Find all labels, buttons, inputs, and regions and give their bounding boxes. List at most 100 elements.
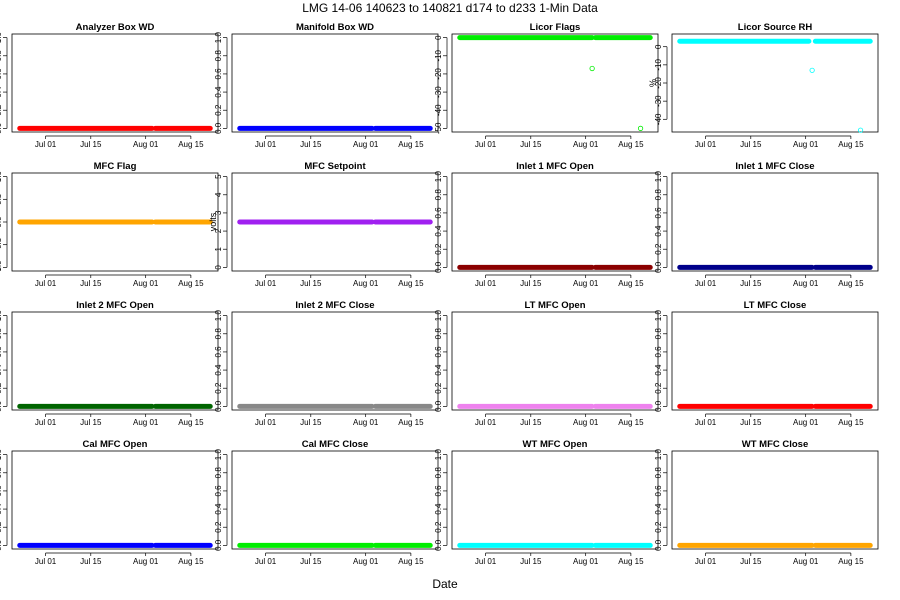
y-tick-label: 0.8 — [0, 467, 3, 479]
panel: LT MFC Open 0.0 0.2 0.4 0.6 0.8 1.0 Jul 01 Jul 1… — [434, 300, 659, 427]
x-tick-label: Jul 01 — [35, 140, 57, 149]
y-tick-label: 0.0 — [0, 216, 3, 228]
x-tick-label: Aug 15 — [618, 279, 644, 288]
x-tick-label: Jul 15 — [300, 140, 322, 149]
plot-frame — [231, 450, 439, 550]
panels: Analyzer Box WD 0.0 0.2 0.4 0.6 0.8 1.0 Jul 01 J… — [0, 22, 879, 566]
x-tick-label: Aug 01 — [573, 418, 599, 427]
panel-title: MFC Setpoint — [304, 161, 366, 172]
y-tick-label: 0.6 — [214, 68, 223, 80]
x-tick-label: Jul 01 — [255, 140, 277, 149]
panel: Inlet 2 MFC Open 0.0 0.2 0.4 0.6 0.8 1.0 Jul 01… — [0, 300, 219, 427]
y-tick-label: 1 — [214, 246, 223, 251]
panel-title: Cal MFC Open — [83, 439, 148, 450]
y-tick-label: 0 — [434, 35, 443, 40]
y-tick-label: 0.6 — [434, 346, 443, 358]
y-tick-label: 0.0 — [214, 539, 223, 551]
plot-frame — [451, 172, 659, 272]
x-tick-label: Jul 01 — [475, 140, 497, 149]
y-tick-label: 0.0 — [654, 261, 663, 273]
x-tick-label: Aug 15 — [178, 140, 204, 149]
y-tick-label: 0.2 — [654, 521, 663, 533]
panel: Inlet 1 MFC Close 0.0 0.2 0.4 0.6 0.8 1.0 Jul 0… — [654, 161, 879, 288]
x-tick-label: Aug 01 — [353, 279, 379, 288]
panel: Cal MFC Open 0.0 0.2 0.4 0.6 0.8 1.0 Jul 01 Jul … — [0, 439, 219, 566]
data-point — [809, 67, 815, 73]
y-tick-label: 0.0 — [434, 539, 443, 551]
panel-title: Manifold Box WD — [296, 22, 374, 33]
y-tick-label: 0.0 — [214, 122, 223, 134]
plot-frame — [231, 33, 439, 133]
y-tick-label: 0.0 — [654, 400, 663, 412]
x-tick-label: Aug 01 — [573, 279, 599, 288]
panel: LT MFC Close 0.0 0.2 0.4 0.6 0.8 1.0 Jul 01 Jul … — [654, 300, 879, 427]
panel-title: Inlet 1 MFC Open — [516, 161, 594, 172]
x-tick-label: Aug 15 — [178, 418, 204, 427]
y-tick-label: 1.0 — [214, 32, 223, 44]
y-tick-label: 4 — [214, 192, 223, 197]
x-tick-label: Jul 15 — [300, 557, 322, 566]
plot-frame — [451, 311, 659, 411]
y-tick-label: 0.8 — [434, 328, 443, 340]
panel-title: LT MFC Close — [744, 300, 807, 311]
x-tick-label: Aug 01 — [353, 418, 379, 427]
x-tick-label: Aug 15 — [838, 418, 864, 427]
panel: MFC Setpoint 0 1 2 3 4 5 volts Jul 01 Jul 15 Aug 0… — [208, 161, 439, 288]
x-tick-label: Jul 01 — [695, 279, 717, 288]
x-tick-label: Aug 01 — [573, 140, 599, 149]
x-tick-label: Aug 15 — [398, 140, 424, 149]
y-tick-label: 2 — [214, 228, 223, 233]
y-tick-label: 0.0 — [434, 400, 443, 412]
x-tick-label: Aug 01 — [793, 418, 819, 427]
y-tick-label: 0.0 — [654, 539, 663, 551]
y-tick-label: -20 — [654, 77, 663, 89]
plot-frame — [11, 172, 219, 272]
x-tick-label: Aug 01 — [573, 557, 599, 566]
x-tick-label: Jul 15 — [80, 557, 102, 566]
y-tick-label: 1.0 — [0, 310, 3, 322]
y-tick-label: 1.0 — [654, 310, 663, 322]
data-point — [589, 65, 595, 72]
x-tick-label: Jul 01 — [475, 557, 497, 566]
plot-frame — [671, 450, 879, 550]
y-tick-label: 1.0 — [214, 310, 223, 322]
y-tick-label: -1.0 — [0, 260, 3, 274]
panel-title: Inlet 2 MFC Open — [76, 300, 154, 311]
panel-title: Licor Flags — [530, 22, 581, 33]
panel-title: LT MFC Open — [524, 300, 585, 311]
y-tick-label: 0.0 — [434, 261, 443, 273]
x-tick-label: Aug 15 — [398, 418, 424, 427]
plot-frame — [11, 450, 219, 550]
panel: Inlet 1 MFC Open 0.0 0.2 0.4 0.6 0.8 1.0 Jul 01… — [434, 161, 659, 288]
y-tick-label: 0.8 — [654, 467, 663, 479]
y-tick-label: 0.5 — [0, 193, 3, 205]
y-tick-label: 0.2 — [434, 382, 443, 394]
y-tick-label: 0.8 — [434, 467, 443, 479]
panel: MFC Flag 1.0 0.5 0.0 -0.5 -1.0 Jul 01 Jul 15 Aug… — [0, 161, 219, 288]
panel: Cal MFC Close 0.0 0.2 0.4 0.6 0.8 1.0 Jul 01 Jul… — [214, 439, 439, 566]
y-tick-label: 0.4 — [0, 364, 3, 376]
panel: Manifold Box WD 0.0 0.2 0.4 0.6 0.8 1.0 Jul 01 J… — [214, 22, 439, 149]
y-tick-label: 1.0 — [0, 449, 3, 461]
plot-frame — [451, 450, 659, 550]
x-tick-label: Aug 01 — [793, 140, 819, 149]
x-tick-label: Jul 01 — [255, 279, 277, 288]
y-tick-label: 0.2 — [434, 521, 443, 533]
x-tick-label: Jul 15 — [520, 557, 542, 566]
x-tick-label: Aug 01 — [793, 279, 819, 288]
y-tick-label: 0.6 — [434, 485, 443, 497]
y-tick-label: 0.4 — [0, 86, 3, 98]
x-tick-label: Jul 01 — [255, 557, 277, 566]
y-tick-label: 0 — [214, 265, 223, 270]
y-tick-label: -10 — [434, 49, 443, 61]
x-tick-label: Aug 15 — [838, 279, 864, 288]
x-axis-title: Date — [432, 577, 458, 591]
panel-title: WT MFC Open — [523, 439, 588, 450]
y-tick-label: 0.0 — [214, 400, 223, 412]
y-tick-label: -0.5 — [0, 237, 3, 251]
panel-title: MFC Flag — [94, 161, 137, 172]
y-tick-label: 0.6 — [0, 68, 3, 80]
y-tick-label: 1.0 — [654, 449, 663, 461]
y-tick-label: 0.4 — [214, 503, 223, 515]
x-tick-label: Aug 15 — [398, 557, 424, 566]
